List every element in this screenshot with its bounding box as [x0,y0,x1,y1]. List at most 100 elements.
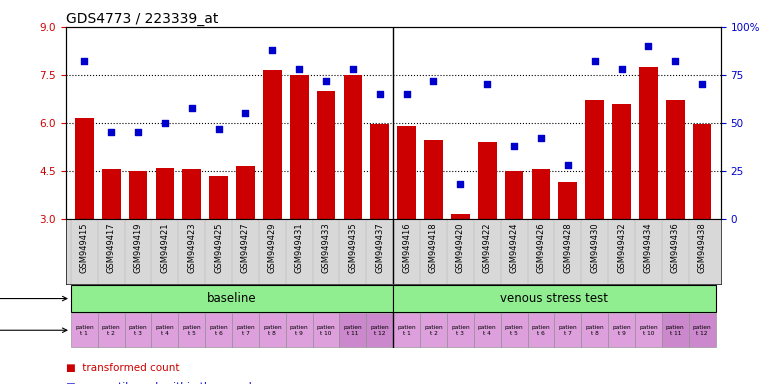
Point [266,47,278,53]
Point [508,143,520,149]
Bar [478,142,497,219]
Bar [581,313,608,347]
Text: patien
t 9: patien t 9 [290,325,308,336]
Text: GSM949428: GSM949428 [564,222,572,273]
Point [78,58,90,65]
Text: GSM949418: GSM949418 [429,222,438,273]
Bar [129,171,147,219]
Text: GSM949416: GSM949416 [402,222,411,273]
Bar [370,124,389,219]
Bar [232,313,259,347]
Text: GSM949436: GSM949436 [671,222,680,273]
Text: GSM949421: GSM949421 [160,222,170,273]
Point [669,58,682,65]
Text: GSM949431: GSM949431 [295,222,304,273]
Text: GSM949427: GSM949427 [241,222,250,273]
Text: GSM949420: GSM949420 [456,222,465,273]
Text: GSM949433: GSM949433 [322,222,331,273]
Text: patien
t 7: patien t 7 [236,325,254,336]
Bar [531,169,550,219]
Text: patien
t 6: patien t 6 [532,325,550,336]
Bar [585,101,604,219]
Text: GSM949429: GSM949429 [268,222,277,273]
Text: protocol: protocol [0,293,67,304]
Point [561,162,574,168]
Point [213,126,225,132]
Text: GSM949437: GSM949437 [375,222,384,273]
Text: patien
t 7: patien t 7 [558,325,577,336]
Bar [393,313,420,347]
Bar [689,313,715,347]
Bar [71,285,393,313]
Text: GSM949425: GSM949425 [214,222,223,273]
Point [481,81,493,88]
Text: patien
t 1: patien t 1 [75,325,93,336]
Bar [151,313,178,347]
Text: patien
t 3: patien t 3 [129,325,147,336]
Text: patien
t 9: patien t 9 [612,325,631,336]
Point [696,81,709,88]
Text: patien
t 6: patien t 6 [209,325,228,336]
Text: GSM949423: GSM949423 [187,222,197,273]
Point [293,66,305,72]
Bar [317,91,335,219]
Point [347,66,359,72]
Bar [393,285,715,313]
Bar [666,101,685,219]
Point [642,43,655,49]
Bar [102,169,120,219]
Bar [259,313,286,347]
Text: GSM949424: GSM949424 [510,222,519,273]
Text: patien
t 5: patien t 5 [183,325,201,336]
Bar [209,176,228,219]
Text: patien
t 8: patien t 8 [585,325,604,336]
Text: GSM949434: GSM949434 [644,222,653,273]
Bar [366,313,393,347]
Text: patien
t 4: patien t 4 [156,325,174,336]
Bar [420,313,447,347]
Bar [125,313,151,347]
Text: GSM949422: GSM949422 [483,222,492,273]
Text: patien
t 1: patien t 1 [397,325,416,336]
Point [105,129,117,136]
Bar [527,313,554,347]
Point [535,135,547,141]
Point [615,66,628,72]
Text: patien
t 5: patien t 5 [505,325,524,336]
Bar [612,104,631,219]
Text: patien
t 11: patien t 11 [666,325,685,336]
Bar [608,313,635,347]
Text: GSM949432: GSM949432 [617,222,626,273]
Point [132,129,144,136]
Text: GSM949438: GSM949438 [698,222,706,273]
Text: GSM949419: GSM949419 [133,222,143,273]
Text: GDS4773 / 223339_at: GDS4773 / 223339_at [66,12,218,26]
Bar [424,141,443,219]
Point [427,78,439,84]
Text: GSM949426: GSM949426 [537,222,545,273]
Text: patien
t 3: patien t 3 [451,325,470,336]
Bar [500,313,527,347]
Text: venous stress test: venous stress test [500,292,608,305]
Bar [554,313,581,347]
Bar [98,313,125,347]
Bar [339,313,366,347]
Text: patien
t 2: patien t 2 [102,325,120,336]
Text: patien
t 4: patien t 4 [478,325,497,336]
Bar [286,313,312,347]
Bar [451,214,470,219]
Bar [639,67,658,219]
Text: GSM949415: GSM949415 [80,222,89,273]
Text: individual: individual [0,325,67,335]
Bar [312,313,339,347]
Bar [183,169,201,219]
Bar [156,168,174,219]
Bar [662,313,689,347]
Bar [692,124,712,219]
Bar [178,313,205,347]
Text: patien
t 12: patien t 12 [371,325,389,336]
Text: ■  transformed count: ■ transformed count [66,363,179,373]
Point [186,104,198,111]
Point [454,181,466,187]
Point [374,91,386,97]
